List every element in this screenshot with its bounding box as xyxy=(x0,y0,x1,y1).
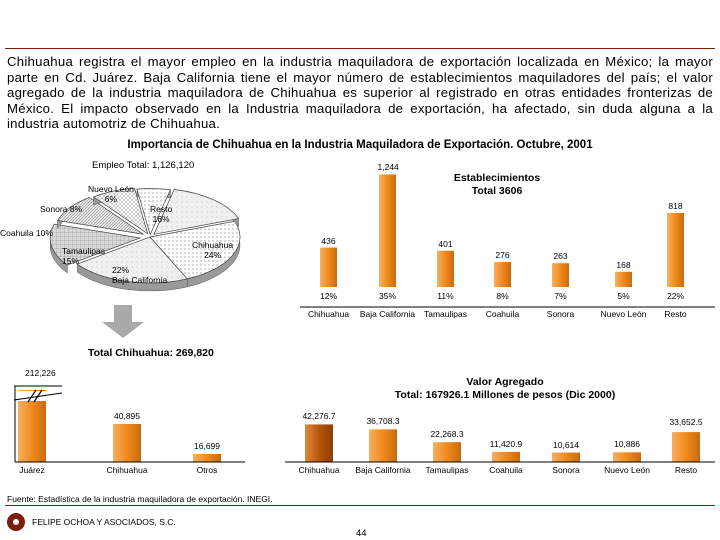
establishments-category-resto: Resto xyxy=(664,309,687,319)
top-rule xyxy=(5,48,715,49)
value-added-value-baja-california: 36,708.3 xyxy=(366,416,400,426)
chihuahua-category-otros: Otros xyxy=(196,465,218,475)
establishments-percent-sonora: 7% xyxy=(554,291,567,301)
establishments-percent-chihuahua: 12% xyxy=(319,291,337,301)
chihuahua-value-otros: 16,699 xyxy=(194,441,220,451)
down-arrow-icon xyxy=(102,305,144,338)
value-added-category-resto: Resto xyxy=(674,465,698,475)
establishments-category-coahuila: Coahuila xyxy=(485,309,520,319)
employment-pie-chart xyxy=(49,187,241,292)
intro-paragraph: Chihuahua registra el mayor empleo en la… xyxy=(7,54,713,131)
chihuahua-category-chihuahua: Chihuahua xyxy=(106,465,148,475)
establishments-value-baja-california: 1,244 xyxy=(377,162,399,173)
establishments-value-tamaulipas: 401 xyxy=(438,238,453,249)
pie-label-nuevo-leon: Nuevo León 6% xyxy=(88,184,134,204)
chihuahua-total-title: Total Chihuahua: 269,820 xyxy=(88,347,214,359)
establishments-category-sonora: Sonora xyxy=(546,309,575,319)
axis-break-icon xyxy=(13,385,66,403)
establishments-category-chihuahua: Chihuahua xyxy=(307,309,350,319)
pie-slice-coahuila xyxy=(57,197,144,235)
value-added-value-tamaulipas: 22,268.3 xyxy=(430,429,464,440)
value-added-bar-sonora xyxy=(552,452,580,462)
company-logo-icon xyxy=(7,513,25,531)
source-note: Fuente: Estadística de la industria maqu… xyxy=(7,494,273,504)
establishments-bar-sonora xyxy=(552,263,569,287)
value-added-category-baja-california: Baja California xyxy=(355,465,411,475)
establishments-bar-baja-california xyxy=(379,174,396,287)
chihuahua-bar-chihuahua xyxy=(113,424,141,462)
value-added-title: Valor Agregado Total: 167926.1 Millones … xyxy=(394,376,616,401)
establishments-bar-chart xyxy=(320,174,684,287)
establishments-percent-tamaulipas: 11% xyxy=(437,291,454,301)
establishments-bar-resto xyxy=(667,213,684,287)
establishments-bar-coahuila xyxy=(494,262,511,287)
value-added-category-nuevo-leon: Nuevo León xyxy=(604,465,650,475)
pie-label-sonora: Sonora 8% xyxy=(40,204,83,214)
value-added-bar-nuevo-leon xyxy=(613,452,641,462)
establishments-category-nuevo-leon: Nuevo León xyxy=(600,309,647,319)
establishments-bar-nuevo-leon xyxy=(615,271,632,287)
establishments-percent-resto: 22% xyxy=(666,291,684,301)
establishments-bar-tamaulipas xyxy=(437,250,454,287)
establishments-value-coahuila: 276 xyxy=(495,250,510,261)
chihuahua-value-chihuahua: 40,895 xyxy=(114,411,140,421)
value-added-category-tamaulipas: Tamaulipas xyxy=(425,465,469,475)
chihuahua-bar-juarez xyxy=(18,390,46,462)
establishments-category-tamaulipas: Tamaulipas xyxy=(424,309,467,319)
pie-label-baja-california: 22% Baja California xyxy=(112,265,168,285)
value-added-value-nuevo-leon: 10,886 xyxy=(614,439,640,450)
value-added-bar-tamaulipas xyxy=(433,442,461,462)
pie-label-chihuahua: Chihuahua 24% xyxy=(192,240,234,260)
establishments-category-baja-california: Baja California xyxy=(359,309,416,319)
value-added-bar-resto xyxy=(672,432,700,462)
pie-slice-baja-california xyxy=(76,236,188,284)
establishments-percent-nuevo-leon: 5% xyxy=(617,291,630,301)
establishments-value-resto: 818 xyxy=(668,201,683,211)
establishments-value-nuevo-leon: 168 xyxy=(616,259,631,270)
value-added-category-sonora: Sonora xyxy=(552,465,580,475)
chihuahua-total-bar-chart xyxy=(13,385,221,462)
value-added-bar-baja-california xyxy=(369,429,397,462)
value-added-bar-chart xyxy=(305,424,700,462)
value-added-bar-coahuila xyxy=(492,451,520,462)
pie-slice-tamaulipas xyxy=(49,223,142,266)
establishments-value-sonora: 263 xyxy=(553,251,568,262)
page-number: 44 xyxy=(356,528,367,539)
pie-slice-resto xyxy=(153,189,240,235)
value-added-value-resto: 33,652.5 xyxy=(669,417,703,427)
chihuahua-bar-otros xyxy=(193,454,221,462)
chihuahua-y-top-label: 212,226 xyxy=(25,368,56,378)
pie-label-resto: Resto 16% xyxy=(150,204,173,224)
main-title: Importancia de Chihuahua en la Industria… xyxy=(127,139,593,151)
pie-label-tamaulipas: Tamaulipas 15% xyxy=(62,246,105,266)
value-added-category-chihuahua: Chihuahua xyxy=(298,465,340,475)
pie-title: Empleo Total: 1,126,120 xyxy=(92,160,195,171)
establishments-percent-coahuila: 8% xyxy=(496,291,509,301)
value-added-value-coahuila: 11,420.9 xyxy=(489,438,523,449)
establishments-percent-baja-california: 35% xyxy=(378,291,396,301)
company-name: FELIPE OCHOA Y ASOCIADOS, S.C. xyxy=(32,517,176,527)
pie-slice-chihuahua xyxy=(149,220,241,280)
pie-slice-sonora xyxy=(92,187,149,235)
value-added-value-sonora: 10,614 xyxy=(553,439,579,450)
value-added-bar-chihuahua xyxy=(305,424,333,462)
establishments-bar-chihuahua xyxy=(320,247,337,287)
establishments-value-chihuahua: 436 xyxy=(321,235,336,246)
chihuahua-category-juarez: Juárez xyxy=(19,465,45,475)
bottom-rule xyxy=(5,505,715,506)
value-added-category-coahuila: Coahuila xyxy=(489,465,523,475)
value-added-value-chihuahua: 42,276.7 xyxy=(302,411,336,421)
pie-label-coahuila: Coahuila 10% xyxy=(0,228,53,238)
pie-slice-nuevo-leon xyxy=(136,188,171,236)
establishments-title: Establecimientos Total 3606 xyxy=(453,172,541,197)
